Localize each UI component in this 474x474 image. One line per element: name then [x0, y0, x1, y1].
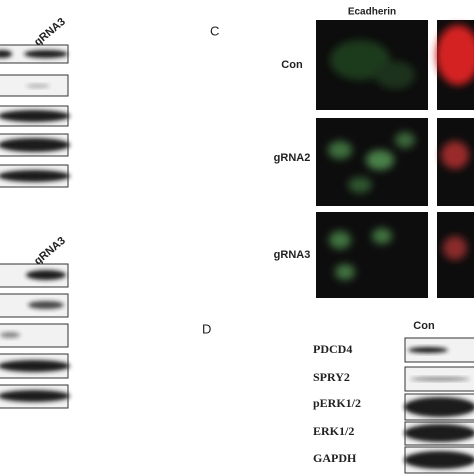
cell: [436, 25, 474, 85]
cell: [335, 264, 355, 280]
band: [26, 84, 50, 88]
cell: [372, 228, 392, 244]
protein-label: pERK1/2: [313, 396, 361, 410]
protein-label: ERK1/2: [313, 424, 354, 438]
protein-label: GAPDH: [313, 451, 357, 465]
panel-c: C Ecadherin Con gRNA2 gRNA3: [210, 7, 474, 298]
band: [28, 301, 64, 309]
panel-label: D: [202, 321, 211, 336]
cell-signals: [328, 25, 474, 280]
protein-label: PDCD4: [313, 342, 352, 356]
band: [0, 170, 70, 182]
band: [0, 360, 70, 372]
band: [404, 397, 474, 417]
panel-d: D Con PDCD4 SPRY2 pERK1/2 ERK1/2 GAPDH: [202, 320, 474, 474]
band: [404, 424, 474, 442]
cell: [375, 61, 415, 89]
lane-label: Con: [413, 320, 435, 332]
cell: [328, 141, 352, 159]
band: [408, 347, 448, 353]
blot-strip: [0, 323, 69, 348]
cell: [330, 40, 390, 80]
panel-a: gRNA3: [0, 16, 70, 188]
image-tile: [316, 212, 428, 298]
cell: [443, 236, 467, 260]
protein-label: SPRY2: [313, 370, 350, 384]
cell: [366, 150, 394, 170]
row-label: gRNA3: [274, 249, 311, 261]
band: [24, 50, 68, 58]
cell: [441, 141, 469, 169]
band: [0, 110, 70, 122]
band: [410, 377, 470, 381]
band: [0, 50, 12, 58]
lane-label: gRNA3: [32, 235, 68, 268]
lane-label: gRNA3: [32, 16, 68, 49]
panel-label: C: [210, 23, 219, 38]
band: [0, 332, 20, 338]
band: [26, 270, 66, 280]
cell: [395, 132, 415, 148]
column-header: Ecadherin: [348, 7, 396, 18]
band: [0, 138, 70, 152]
cell: [329, 231, 351, 249]
panel-b: gRNA3: [0, 235, 70, 409]
row-label: gRNA2: [274, 152, 311, 164]
band: [404, 451, 474, 469]
cell: [348, 177, 372, 193]
row-label: Con: [281, 59, 303, 71]
band: [0, 390, 70, 402]
